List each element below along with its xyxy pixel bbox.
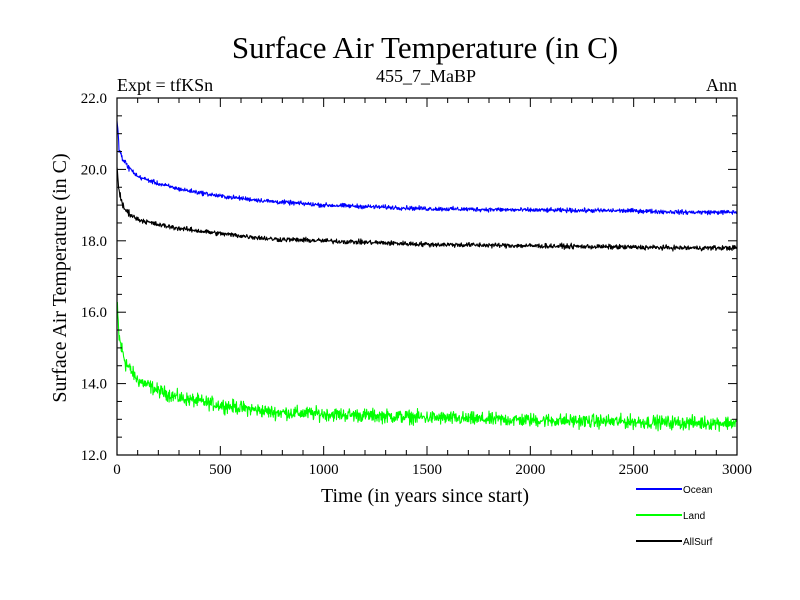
legend-label-land: Land [683, 511, 705, 522]
chart-title: Surface Air Temperature (in C) [232, 30, 618, 65]
y-tick-label: 12.0 [81, 448, 107, 464]
axes-layer: 0 500 1000 1500 2000 2500 3000 12.0 14.0 16.0 18.0… [81, 91, 752, 478]
y-tick-label: 18.0 [81, 234, 107, 250]
legend: Ocean Land AllSurf [636, 485, 713, 548]
legend-label-ocean: Ocean [683, 485, 712, 496]
chart-subtitle: 455_7_MaBP [376, 66, 476, 86]
x-tick-label: 0 [113, 462, 121, 478]
x-tick-label: 3000 [722, 462, 752, 478]
legend-label-allsurf: AllSurf [683, 537, 713, 548]
y-tick-label: 16.0 [81, 305, 107, 321]
series-line-land [116, 301, 738, 432]
x-tick-label: 2000 [515, 462, 545, 478]
x-tick-label: 1000 [309, 462, 339, 478]
series-line-ocean [116, 121, 738, 216]
series-layer [116, 121, 738, 432]
x-tick-label: 500 [209, 462, 232, 478]
x-tick-label: 1500 [412, 462, 442, 478]
series-line-allsurf [116, 167, 738, 252]
y-tick-label: 14.0 [81, 377, 107, 393]
x-tick-label: 2500 [619, 462, 649, 478]
y-tick-label: 20.0 [81, 162, 107, 178]
y-axis-label: Surface Air Temperature (in C) [49, 153, 71, 402]
y-tick-label: 22.0 [81, 91, 107, 107]
season-label: Ann [706, 75, 737, 95]
x-axis-label: Time (in years since start) [321, 485, 529, 507]
experiment-label: Expt = tfKSn [117, 75, 213, 95]
